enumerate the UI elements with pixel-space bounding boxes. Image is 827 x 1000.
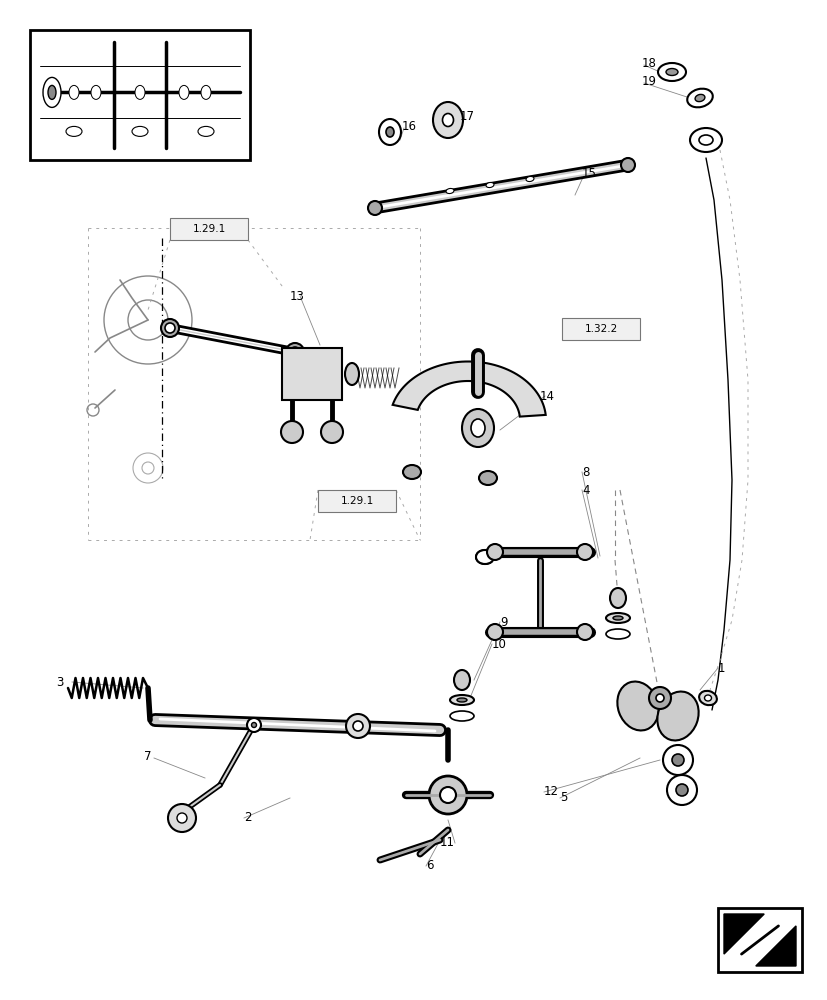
Ellipse shape xyxy=(453,670,470,690)
Ellipse shape xyxy=(576,624,592,640)
Circle shape xyxy=(321,421,342,443)
Text: 17: 17 xyxy=(460,110,475,123)
Ellipse shape xyxy=(449,695,473,705)
Ellipse shape xyxy=(449,711,473,721)
Ellipse shape xyxy=(379,119,400,145)
Bar xyxy=(30,30,250,160)
Ellipse shape xyxy=(439,787,456,803)
Ellipse shape xyxy=(461,409,494,447)
Ellipse shape xyxy=(620,158,634,172)
Text: 18: 18 xyxy=(641,57,656,70)
Ellipse shape xyxy=(66,126,82,136)
Ellipse shape xyxy=(657,63,686,81)
Ellipse shape xyxy=(43,77,61,107)
Ellipse shape xyxy=(433,102,462,138)
Text: 19: 19 xyxy=(641,75,656,88)
Ellipse shape xyxy=(479,471,496,485)
Ellipse shape xyxy=(605,629,629,639)
Polygon shape xyxy=(755,926,795,966)
Circle shape xyxy=(177,813,187,823)
Text: 7: 7 xyxy=(144,750,151,762)
Text: 11: 11 xyxy=(439,836,455,849)
Ellipse shape xyxy=(135,85,145,99)
Text: 14: 14 xyxy=(539,389,554,402)
Text: 4: 4 xyxy=(581,484,589,496)
Bar xyxy=(318,490,395,512)
Bar xyxy=(170,218,248,240)
Text: 9: 9 xyxy=(500,615,507,629)
Ellipse shape xyxy=(367,201,381,215)
Bar xyxy=(717,908,801,972)
Text: 5: 5 xyxy=(559,791,566,804)
Text: 3: 3 xyxy=(56,676,64,688)
Ellipse shape xyxy=(485,182,494,188)
Circle shape xyxy=(168,804,196,832)
Ellipse shape xyxy=(471,419,485,437)
Text: 2: 2 xyxy=(244,811,251,824)
Ellipse shape xyxy=(694,94,704,102)
Ellipse shape xyxy=(246,718,261,732)
Ellipse shape xyxy=(69,85,79,99)
Circle shape xyxy=(280,421,303,443)
Text: 1.29.1: 1.29.1 xyxy=(340,496,373,506)
Ellipse shape xyxy=(442,114,453,127)
Circle shape xyxy=(289,347,299,357)
Ellipse shape xyxy=(655,694,663,702)
Ellipse shape xyxy=(665,69,677,76)
Circle shape xyxy=(165,323,174,333)
Ellipse shape xyxy=(346,714,370,738)
Text: 1: 1 xyxy=(717,662,724,674)
Ellipse shape xyxy=(486,624,502,640)
Ellipse shape xyxy=(698,135,712,145)
Ellipse shape xyxy=(476,550,494,564)
Ellipse shape xyxy=(657,692,698,740)
Ellipse shape xyxy=(385,127,394,137)
Ellipse shape xyxy=(198,126,213,136)
Ellipse shape xyxy=(617,682,657,730)
Ellipse shape xyxy=(667,775,696,805)
Ellipse shape xyxy=(457,698,466,702)
Ellipse shape xyxy=(486,544,502,560)
Ellipse shape xyxy=(704,695,710,701)
Ellipse shape xyxy=(179,85,189,99)
Ellipse shape xyxy=(672,754,683,766)
Text: 13: 13 xyxy=(289,290,304,302)
Ellipse shape xyxy=(446,188,453,194)
Ellipse shape xyxy=(131,126,148,136)
Ellipse shape xyxy=(428,776,466,814)
Ellipse shape xyxy=(662,745,692,775)
Ellipse shape xyxy=(675,784,687,796)
Ellipse shape xyxy=(576,544,592,560)
Ellipse shape xyxy=(609,588,625,608)
Ellipse shape xyxy=(251,722,256,728)
Ellipse shape xyxy=(686,89,712,107)
Ellipse shape xyxy=(285,343,304,361)
Bar xyxy=(282,348,342,400)
Ellipse shape xyxy=(160,319,179,337)
Text: 1.29.1: 1.29.1 xyxy=(192,224,225,234)
Text: 6: 6 xyxy=(425,859,433,872)
Ellipse shape xyxy=(403,465,420,479)
Ellipse shape xyxy=(352,721,362,731)
Ellipse shape xyxy=(612,616,622,620)
Ellipse shape xyxy=(91,85,101,99)
Polygon shape xyxy=(392,362,545,417)
Text: 12: 12 xyxy=(543,785,558,798)
Ellipse shape xyxy=(605,613,629,623)
Ellipse shape xyxy=(345,363,359,385)
Text: 16: 16 xyxy=(402,120,417,133)
Text: 15: 15 xyxy=(581,167,596,180)
Polygon shape xyxy=(723,914,763,954)
Ellipse shape xyxy=(525,176,533,182)
Text: 8: 8 xyxy=(581,466,589,479)
Ellipse shape xyxy=(689,128,721,152)
Bar xyxy=(562,318,639,340)
Ellipse shape xyxy=(201,85,211,99)
Ellipse shape xyxy=(648,687,670,709)
Ellipse shape xyxy=(698,691,716,705)
Ellipse shape xyxy=(48,85,56,99)
Text: 10: 10 xyxy=(491,638,506,650)
Text: 1.32.2: 1.32.2 xyxy=(584,324,617,334)
